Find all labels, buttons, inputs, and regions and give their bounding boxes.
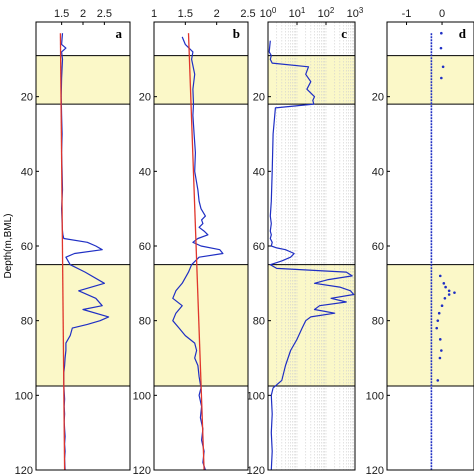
- data-point: [447, 293, 451, 296]
- y-tick-label: 80: [372, 316, 384, 328]
- panel-letter: b: [233, 26, 240, 41]
- panel-letter: d: [459, 26, 467, 41]
- grid-lines: [267, 22, 354, 470]
- x-tick-label: 102: [318, 6, 335, 20]
- y-tick-label: 80: [139, 316, 151, 328]
- x-tick-label: 2.5: [240, 8, 255, 20]
- y-tick-label: 100: [247, 390, 265, 402]
- x-tick-label: 2.5: [97, 8, 112, 20]
- data-point: [440, 31, 443, 35]
- data-point: [439, 46, 443, 50]
- x-tick-label: 1: [151, 8, 157, 20]
- y-tick-label: 40: [372, 166, 384, 178]
- y-tick-label: 120: [15, 465, 33, 474]
- y-tick-label: 40: [139, 166, 151, 178]
- y-tick-label: 100: [133, 390, 151, 402]
- x-tick-label: 103: [347, 6, 364, 20]
- data-point: [447, 289, 451, 293]
- data-point: [437, 311, 441, 315]
- shaded-zone-2: [268, 264, 355, 386]
- panel-letter: a: [116, 26, 123, 41]
- shaded-zone-1: [154, 55, 248, 105]
- y-tick-label: 20: [253, 92, 265, 104]
- data-point: [441, 65, 445, 69]
- data-point: [440, 76, 443, 80]
- y-axis-label: Depth(m,BML): [3, 213, 14, 278]
- data-point: [436, 319, 440, 322]
- x-tick-label: 100: [260, 6, 277, 20]
- y-tick-label: 100: [15, 390, 33, 402]
- data-point: [443, 296, 447, 300]
- y-tick-label: 100: [366, 390, 384, 402]
- shaded-zone-1: [36, 55, 130, 105]
- x-tick-label: -1: [402, 8, 412, 20]
- shaded-zone-1: [387, 55, 474, 105]
- data-point: [442, 282, 446, 285]
- series-line-2: [187, 33, 205, 471]
- data-point: [438, 274, 442, 278]
- y-tick-label: 60: [372, 241, 384, 253]
- shaded-zone-1: [268, 55, 355, 105]
- panel-d: 20 40 60 80 100 120 -1 0 d: [366, 8, 474, 474]
- y-tick-label: 120: [366, 465, 384, 474]
- y-tick-label: 40: [21, 166, 33, 178]
- y-tick-label: 20: [139, 92, 151, 104]
- y-tick-label: 60: [21, 241, 33, 253]
- data-point: [438, 356, 442, 360]
- data-point: [440, 304, 444, 308]
- x-tick-label: 1.5: [54, 8, 69, 20]
- x-tick-label: 2: [214, 8, 220, 20]
- panel-letter: c: [341, 26, 347, 41]
- y-tick-label: 60: [139, 241, 151, 253]
- data-point: [453, 291, 456, 294]
- data-point: [438, 338, 442, 341]
- y-tick-label: 120: [247, 465, 265, 474]
- series-line-2: [59, 33, 66, 471]
- data-point: [436, 379, 440, 382]
- y-tick-label: 120: [133, 465, 151, 474]
- y-tick-label: 80: [21, 316, 33, 328]
- x-tick-label: 101: [289, 6, 306, 20]
- data-point: [440, 349, 443, 352]
- y-tick-label: 60: [253, 241, 265, 253]
- y-tick-label: 20: [21, 92, 33, 104]
- panel-b: 20 40 60 80 100 120 1 1.5 2 2.5b: [133, 8, 256, 474]
- x-tick-label: 2: [80, 8, 86, 20]
- panel-a: 20 40 60 80 100 120 1.5 2 2.5 a: [15, 8, 131, 474]
- y-tick-label: 40: [253, 166, 265, 178]
- y-tick-label: 20: [372, 92, 384, 104]
- shaded-zone-2: [387, 264, 474, 386]
- data-point: [444, 285, 447, 289]
- x-tick-label: 1.5: [178, 8, 193, 20]
- y-tick-label: 80: [253, 316, 265, 328]
- series-line-1: [268, 40, 355, 471]
- data-point: [435, 326, 439, 330]
- x-tick-label: 0: [439, 8, 445, 20]
